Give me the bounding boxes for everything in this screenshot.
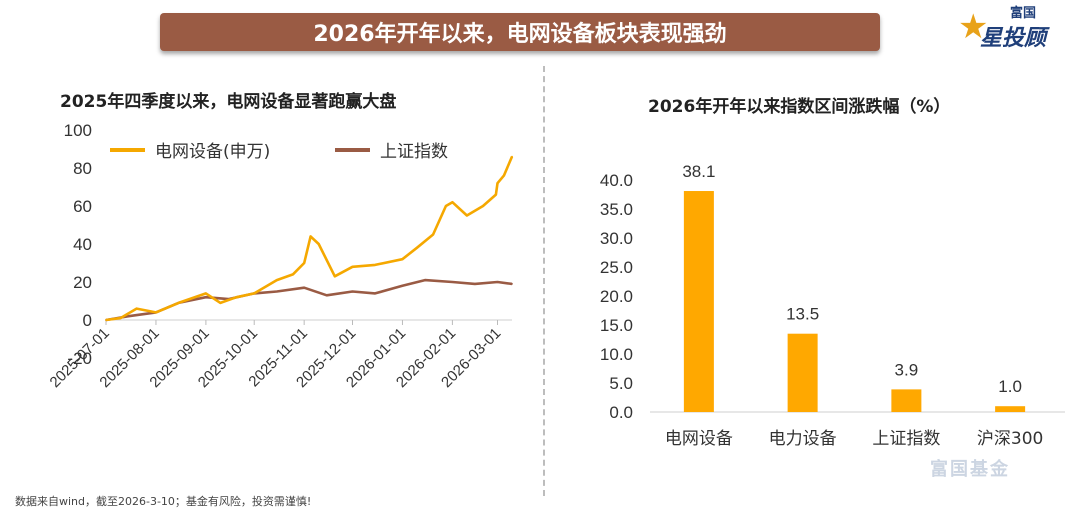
data-point <box>325 294 328 297</box>
data-point <box>235 296 238 299</box>
y-tick-label: 30.0 <box>600 229 633 248</box>
data-point <box>253 292 256 295</box>
category-label: 上证指数 <box>872 429 940 449</box>
watermark-text: 富国基金 <box>930 459 1010 480</box>
y-tick-label: 0.0 <box>609 403 633 422</box>
y-tick-label: -20 <box>67 349 92 368</box>
legend-label: 上证指数 <box>380 142 448 162</box>
bar-chart-title: 2026年开年以来指数区间涨跌幅（%） <box>648 97 951 117</box>
data-point <box>503 174 505 177</box>
data-point <box>317 243 320 245</box>
data-point <box>119 317 122 319</box>
legend-label: 电网设备(申万) <box>155 142 270 162</box>
data-label: 38.1 <box>682 162 715 181</box>
data-point <box>374 292 376 295</box>
y-tick-label: 80 <box>73 159 92 178</box>
data-point <box>309 235 312 238</box>
page-title-banner: 2026年开年以来，电网设备板块表现强劲 <box>160 13 880 51</box>
y-tick-label: 25.0 <box>600 258 633 277</box>
category-label: 电网设备 <box>665 429 733 449</box>
panel-divider <box>543 66 545 496</box>
data-point <box>204 292 207 295</box>
data-point <box>451 281 454 283</box>
y-tick-label: 10.0 <box>600 345 633 364</box>
line-chart: 100806040200-202025-07-012025-08-012025-… <box>47 121 514 391</box>
y-tick-label: 0 <box>83 311 92 330</box>
data-point <box>275 279 278 281</box>
data-point <box>401 258 404 261</box>
data-point <box>204 296 207 299</box>
data-point <box>424 279 426 281</box>
star-icon: ★ <box>958 7 989 47</box>
data-point <box>155 311 157 314</box>
line-chart-title: 2025年四季度以来，电网设备显著跑赢大盘 <box>60 92 397 112</box>
bar <box>683 191 714 412</box>
y-tick-label: 40 <box>73 235 92 254</box>
data-point <box>303 286 306 289</box>
bar <box>995 406 1026 412</box>
logo-main-text: 星投顾 <box>980 26 1047 51</box>
category-label: 沪深300 <box>977 429 1043 449</box>
y-tick-label: 60 <box>73 197 92 216</box>
y-tick-label: 100 <box>64 121 92 140</box>
data-point <box>511 155 513 158</box>
data-point <box>105 319 107 321</box>
data-point <box>351 265 354 268</box>
data-point <box>432 233 434 236</box>
series-line <box>105 156 514 322</box>
data-point <box>177 302 180 304</box>
data-point <box>291 273 294 276</box>
data-label: 13.5 <box>786 305 819 324</box>
footnote: 数据来自wind，截至2026-3-10；基金有风险，投资需谨慎! <box>15 495 312 508</box>
y-tick-label: 20 <box>73 273 92 292</box>
bar <box>891 389 922 412</box>
data-point <box>374 264 376 266</box>
page-title: 2026年开年以来，电网设备板块表现强劲 <box>313 22 727 47</box>
data-point <box>496 281 499 283</box>
data-point <box>445 205 447 207</box>
data-label: 3.9 <box>895 360 919 379</box>
y-tick-label: 35.0 <box>600 200 633 219</box>
data-label: 1.0 <box>998 377 1022 396</box>
data-point <box>219 302 222 304</box>
data-point <box>494 193 497 196</box>
data-point <box>333 275 336 278</box>
data-point <box>401 284 404 287</box>
data-point <box>135 307 138 310</box>
data-point <box>451 201 454 204</box>
data-point <box>303 262 306 264</box>
data-point <box>351 290 354 293</box>
data-point <box>416 246 418 249</box>
data-point <box>482 205 484 207</box>
data-point <box>496 182 499 185</box>
y-tick-label: 5.0 <box>609 374 633 393</box>
logo-small-text: 富国 <box>1010 6 1037 21</box>
data-point <box>127 315 130 318</box>
y-tick-label: 40.0 <box>600 171 633 190</box>
y-tick-label: 20.0 <box>600 287 633 306</box>
data-point <box>465 214 468 217</box>
category-label: 电力设备 <box>769 429 837 449</box>
data-point <box>511 283 513 285</box>
bar-chart: 40.0 35.0 30.0 25.0 20.0 15.0 10.0 5.0 0.0 38.1 电网… <box>600 162 1065 449</box>
bar <box>787 333 818 412</box>
y-tick-label: 15.0 <box>600 316 633 335</box>
data-point <box>275 290 278 293</box>
data-point <box>474 283 476 285</box>
